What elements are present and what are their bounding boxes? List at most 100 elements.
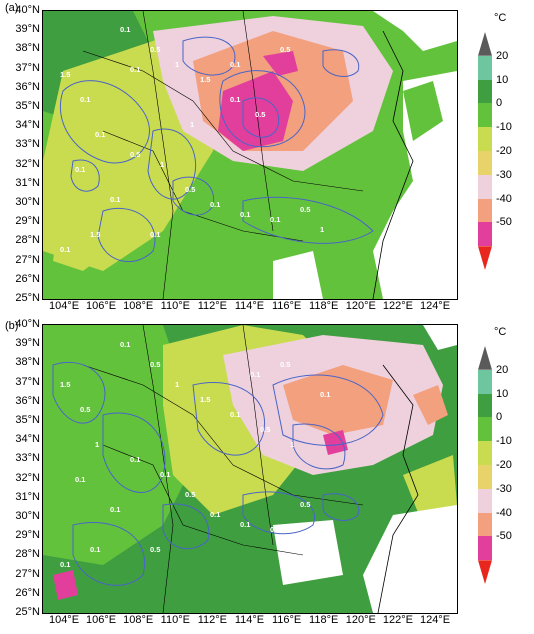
contour-label-b: 0.5 xyxy=(80,405,91,414)
contour-label-b: 1.5 xyxy=(200,395,211,404)
contour-label-b: 1.5 xyxy=(60,380,71,389)
contour-label-a: 1.5 xyxy=(90,230,101,239)
lon-label: 104°E xyxy=(48,614,80,626)
contour-label-a: 1 xyxy=(320,225,325,234)
contour-label-b: 0.5 xyxy=(260,425,271,434)
green-patch-east xyxy=(403,81,443,141)
lon-label: 122°E xyxy=(382,300,413,312)
colorbar-segment xyxy=(478,79,492,104)
lat-label: 32°N xyxy=(15,157,40,170)
lat-label: 40°N xyxy=(15,318,40,330)
colorbar-bar xyxy=(478,32,492,270)
lat-label: 30°N xyxy=(15,510,40,522)
contour-label-b: 1 xyxy=(175,380,180,389)
contour-label-a: 0.1 xyxy=(240,210,251,219)
ocean-east xyxy=(363,505,457,613)
lat-label: 39°N xyxy=(15,23,40,36)
contour-label-a: 1 xyxy=(175,60,180,69)
colorbar-tick-label: -40 xyxy=(496,506,512,519)
colorbar-tick-label: -30 xyxy=(496,482,512,495)
lon-label: 112°E xyxy=(197,300,228,312)
colorbar-segment xyxy=(478,393,492,418)
colorbar-segment xyxy=(478,151,492,175)
lon-label: 124°E xyxy=(419,614,451,626)
colorbar-segment xyxy=(478,560,492,584)
lat-label: 29°N xyxy=(15,529,40,542)
contour-label-b: 0.5 xyxy=(150,545,161,554)
contour-label-b: 0.1 xyxy=(110,505,121,514)
contour-label-b: 0.1 xyxy=(230,410,241,419)
lon-label: 116°E xyxy=(271,614,302,626)
lat-label: 37°N xyxy=(15,375,40,388)
lon-label: 108°E xyxy=(123,614,154,626)
colorbar-segment xyxy=(478,346,492,370)
contour-label-b: 0.5 xyxy=(150,360,161,369)
lon-label: 110°E xyxy=(160,614,190,626)
colorbar-tick-label: -50 xyxy=(496,216,512,229)
colorbar-tick-label: -30 xyxy=(496,168,512,181)
lon-label: 118°E xyxy=(309,300,339,312)
coastline xyxy=(372,30,414,299)
contour-label-b: 0.5 xyxy=(280,360,291,369)
colorbar-segment xyxy=(478,536,492,561)
map-b xyxy=(42,324,458,614)
colorbar-segment xyxy=(478,222,492,247)
contours-b xyxy=(52,361,384,586)
orange-region-b xyxy=(283,365,393,435)
map-b-svg xyxy=(43,325,457,613)
contour-label-b: 0.1 xyxy=(240,520,251,529)
contour-label-b: 1 xyxy=(320,520,325,529)
contour-label-b: 0.5 xyxy=(185,490,196,499)
colorbar-segment xyxy=(478,465,492,489)
colorbar-tick-label: 0 xyxy=(496,411,503,424)
contour-label-a: 0.1 xyxy=(270,215,281,224)
contour-label-b: 0.1 xyxy=(90,545,101,554)
colorbar-bar xyxy=(478,346,492,584)
contour-label-a: 1.5 xyxy=(200,75,211,84)
contour-label-a: 0.1 xyxy=(60,245,71,254)
colorbar-segment xyxy=(478,369,492,394)
lat-label: 32°N xyxy=(15,471,40,484)
lat-label: 33°N xyxy=(15,452,40,465)
lat-label: 29°N xyxy=(15,215,40,228)
lon-label: 114°E xyxy=(234,300,265,312)
province-border-4 xyxy=(242,11,274,232)
colorbar-unit: °C xyxy=(494,12,507,24)
lat-label: 34°N xyxy=(15,119,40,132)
province-border-1 xyxy=(82,50,364,192)
panel-b: (b) xyxy=(0,318,534,634)
lat-label: 31°N xyxy=(15,490,40,503)
lat-label: 35°N xyxy=(15,414,40,426)
white-south xyxy=(273,520,343,585)
contour-label-a: 0.1 xyxy=(210,200,221,209)
lat-label: 39°N xyxy=(15,337,40,350)
colorbar-tick-label: -50 xyxy=(496,530,512,543)
panel-a: (a) xyxy=(5,2,458,300)
white-north-east xyxy=(373,11,457,51)
magenta-south-west xyxy=(53,570,78,600)
map-a xyxy=(42,10,458,300)
lat-label: 25°N xyxy=(15,606,40,618)
province-border-4 xyxy=(242,325,274,546)
magenta-core xyxy=(218,71,293,151)
contour-label-a: 0.1 xyxy=(110,195,121,204)
contour-label-a: 0.1 xyxy=(230,95,241,104)
contour-label-b: 0.1 xyxy=(210,510,221,519)
contour-label-b: 0.1 xyxy=(130,455,141,464)
contour-label-b: 1 xyxy=(290,440,295,449)
lon-label: 112°E xyxy=(197,614,228,626)
colorbar-segment xyxy=(478,32,492,56)
contour-label-a: 1 xyxy=(160,160,165,169)
contour-label-b: 0.1 xyxy=(120,340,131,349)
lat-label: 37°N xyxy=(15,61,40,74)
province-border-1 xyxy=(82,364,364,506)
lon-label: 114°E xyxy=(234,614,265,626)
colorbar-tick-label: 0 xyxy=(496,97,503,110)
yellow-south-west xyxy=(53,181,123,271)
colorbar-segment xyxy=(478,103,492,128)
contour-label-a: 0.5 xyxy=(280,45,291,54)
colorbar-tick-label: -10 xyxy=(496,435,512,448)
lon-label: 118°E xyxy=(309,614,339,626)
lat-label: 26°N xyxy=(15,272,40,285)
colorbar-segment xyxy=(478,174,492,199)
